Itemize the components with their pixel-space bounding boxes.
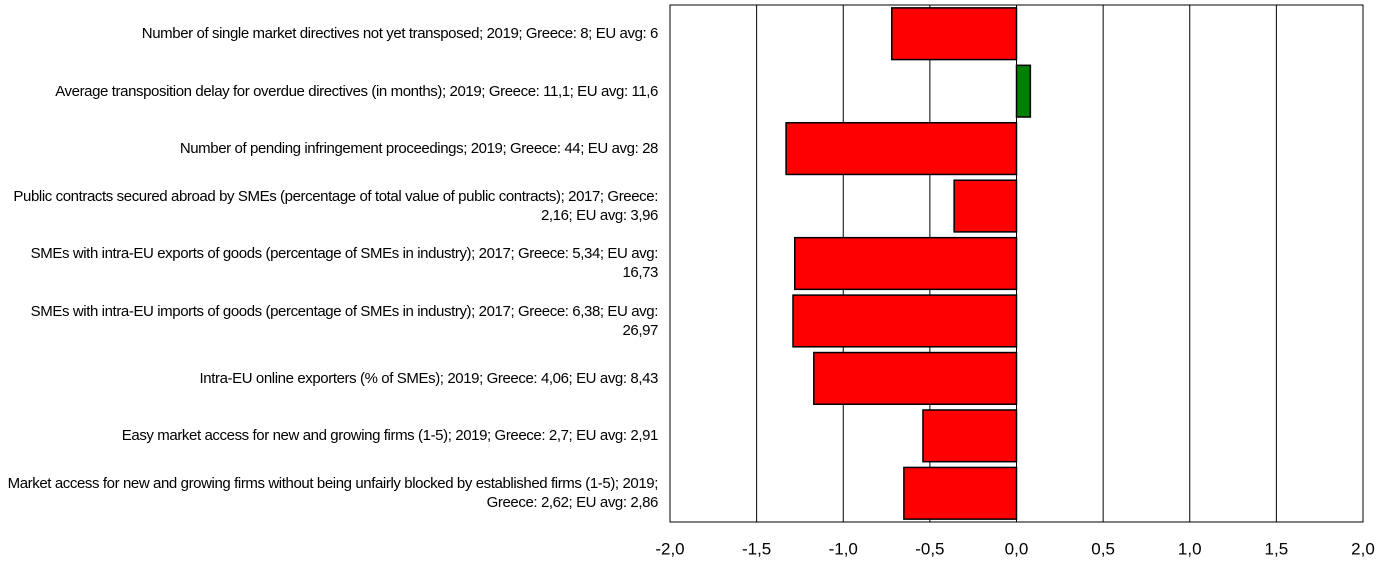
x-tick-label: 0,5 [1091,539,1115,558]
plot-border [669,4,1364,523]
bar [891,7,1018,61]
category-label: Average transposition delay for overdue … [55,82,658,100]
x-tick-label: 1,0 [1178,539,1202,558]
bar [922,409,1018,463]
bar [953,179,1018,233]
category-label: Public contracts secured abroad by SMEs … [13,188,658,225]
category-label: SMEs with intra-EU imports of goods (per… [30,302,659,339]
bar [785,122,1018,176]
x-tick-label: 2,0 [1351,539,1375,558]
x-tick-label: -1,0 [829,539,858,558]
bar [1015,64,1032,118]
category-label: SMEs with intra-EU exports of goods (per… [30,245,659,282]
bar [792,294,1018,348]
category-label: Number of pending infringement proceedin… [179,140,659,158]
x-tick-label: 1,5 [1265,539,1289,558]
x-tick-label: -1,5 [742,539,771,558]
x-tick-label: 0,0 [1005,539,1029,558]
x-tick-label: -0,5 [915,539,944,558]
category-label: Easy market access for new and growing f… [121,427,659,445]
bar [813,351,1018,405]
category-label: Intra-EU online exporters (% of SMEs); 2… [199,369,659,387]
category-label: Market access for new and growing firms … [7,475,659,512]
bar [903,466,1018,520]
x-tick-label: -2,0 [655,539,684,558]
category-label: Number of single market directives not y… [141,25,659,43]
bar [793,236,1018,291]
